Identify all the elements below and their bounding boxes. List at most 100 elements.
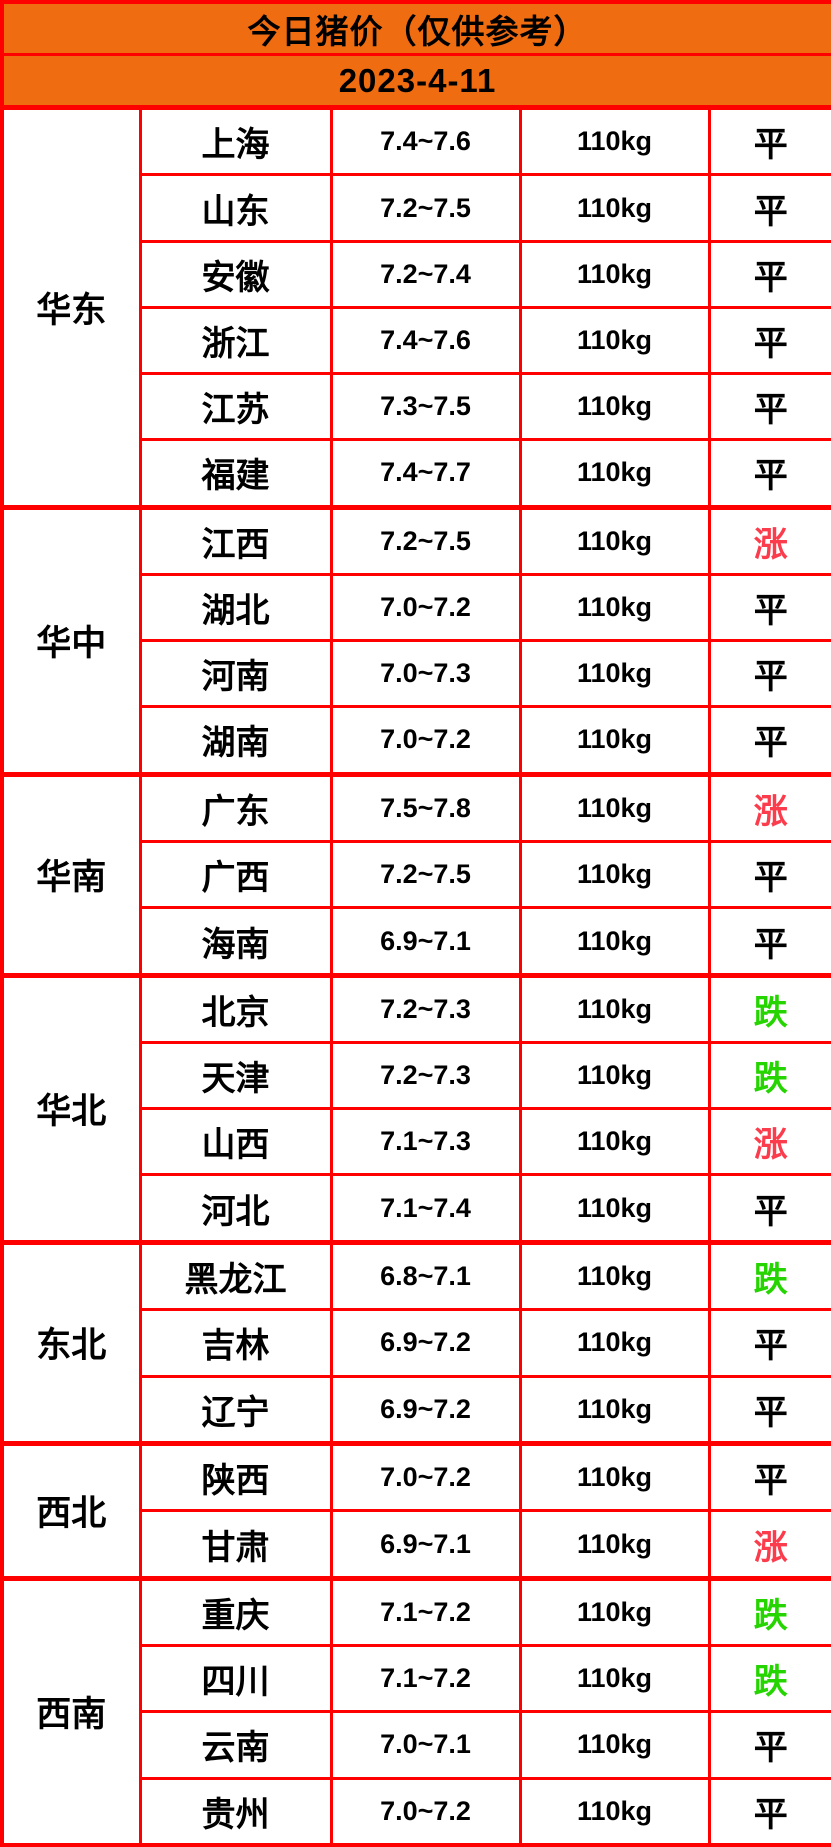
status-cell: 平 (707, 906, 831, 977)
price-cell: 7.2~7.3 (329, 1041, 522, 1111)
status-cell: 涨 (707, 1107, 831, 1177)
region-cell: 华南 (0, 771, 142, 977)
price-cell: 7.0~7.2 (329, 1440, 522, 1513)
region-cell: 西北 (0, 1440, 142, 1580)
price-cell: 7.2~7.5 (329, 840, 522, 910)
status-cell: 跌 (707, 972, 831, 1045)
province-cell: 安徽 (138, 239, 333, 309)
province-cell: 重庆 (138, 1575, 333, 1648)
province-cell: 河南 (138, 639, 333, 709)
table-row: 安徽 7.2~7.4 110kg 平 (2, 239, 831, 309)
table-body: 华东 上海 7.4~7.6 110kg 平山东 7.2~7.5 110kg 平安徽 7.2~7.… (0, 104, 831, 1847)
province-cell: 陕西 (138, 1440, 333, 1513)
table-row: 河南 7.0~7.3 110kg 平 (2, 639, 831, 709)
table-row: 山西 7.1~7.3 110kg 涨 (2, 1107, 831, 1177)
weight-cell: 110kg (518, 906, 711, 977)
weight-cell: 110kg (518, 1509, 711, 1580)
page-title: 今日猪价（仅供参考） (0, 0, 831, 56)
weight-cell: 110kg (518, 504, 711, 576)
table-row: 贵州 7.0~7.2 110kg 平 (2, 1776, 831, 1847)
table-row: 湖北 7.0~7.2 110kg 平 (2, 572, 831, 643)
price-cell: 7.5~7.8 (329, 771, 522, 844)
status-cell: 跌 (707, 1239, 831, 1312)
price-cell: 6.9~7.2 (329, 1374, 522, 1445)
province-cell: 天津 (138, 1041, 333, 1111)
status-cell: 跌 (707, 1041, 831, 1111)
province-cell: 河北 (138, 1173, 333, 1244)
price-cell: 7.0~7.2 (329, 1776, 522, 1847)
table-header: 今日猪价（仅供参考） 2023-4-11 (0, 0, 831, 109)
status-cell: 涨 (707, 1509, 831, 1580)
province-cell: 广西 (138, 840, 333, 910)
status-cell: 平 (707, 371, 831, 442)
weight-cell: 110kg (518, 840, 711, 910)
price-cell: 7.1~7.4 (329, 1173, 522, 1244)
price-cell: 7.0~7.3 (329, 639, 522, 709)
table-row: 甘肃 6.9~7.1 110kg 涨 (2, 1509, 831, 1580)
table-row: 山东 7.2~7.5 110kg 平 (2, 173, 831, 243)
date-label: 2023-4-11 (0, 53, 831, 109)
weight-cell: 110kg (518, 438, 711, 509)
price-cell: 6.8~7.1 (329, 1239, 522, 1312)
table-row: 东北 黑龙江 6.8~7.1 110kg 跌 (0, 1239, 831, 1445)
status-cell: 平 (707, 305, 831, 375)
table-row: 河北 7.1~7.4 110kg 平 (2, 1173, 831, 1244)
province-cell: 北京 (138, 972, 333, 1045)
status-cell: 平 (707, 438, 831, 509)
region-cell: 西南 (0, 1575, 142, 1847)
weight-cell: 110kg (518, 1776, 711, 1847)
table-row: 辽宁 6.9~7.2 110kg 平 (2, 1374, 831, 1445)
status-cell: 平 (707, 1173, 831, 1244)
weight-cell: 110kg (518, 305, 711, 375)
table-row: 吉林 6.9~7.2 110kg 平 (2, 1308, 831, 1378)
table-row: 广西 7.2~7.5 110kg 平 (2, 840, 831, 910)
province-cell: 湖北 (138, 572, 333, 643)
province-cell: 甘肃 (138, 1509, 333, 1580)
province-cell: 吉林 (138, 1308, 333, 1378)
province-cell: 上海 (138, 104, 333, 177)
province-cell: 云南 (138, 1710, 333, 1780)
weight-cell: 110kg (518, 104, 711, 177)
weight-cell: 110kg (518, 1308, 711, 1378)
weight-cell: 110kg (518, 1575, 711, 1648)
table-row: 湖南 7.0~7.2 110kg 平 (2, 705, 831, 776)
province-cell: 四川 (138, 1644, 333, 1714)
weight-cell: 110kg (518, 371, 711, 442)
region-cell: 华东 (0, 105, 142, 509)
price-cell: 7.0~7.1 (329, 1710, 522, 1780)
status-cell: 平 (707, 572, 831, 643)
province-cell: 广东 (138, 771, 333, 844)
price-cell: 6.9~7.1 (329, 1509, 522, 1580)
table-row: 浙江 7.4~7.6 110kg 平 (2, 305, 831, 375)
status-cell: 平 (707, 239, 831, 309)
weight-cell: 110kg (518, 239, 711, 309)
table-row: 西北 陕西 7.0~7.2 110kg 平 (0, 1440, 831, 1580)
price-cell: 7.3~7.5 (329, 371, 522, 442)
status-cell: 平 (707, 1374, 831, 1445)
region-cell: 华北 (0, 972, 142, 1244)
weight-cell: 110kg (518, 1710, 711, 1780)
price-cell: 7.4~7.7 (329, 438, 522, 509)
date-row: 2023-4-11 (0, 53, 831, 109)
weight-cell: 110kg (518, 1107, 711, 1177)
price-cell: 7.1~7.2 (329, 1575, 522, 1648)
price-cell: 7.1~7.3 (329, 1107, 522, 1177)
price-cell: 7.0~7.2 (329, 705, 522, 776)
status-cell: 涨 (707, 504, 831, 576)
weight-cell: 110kg (518, 972, 711, 1045)
table-row: 华中 江西 7.2~7.5 110kg 涨 (0, 504, 831, 776)
province-cell: 山西 (138, 1107, 333, 1177)
table-row: 天津 7.2~7.3 110kg 跌 (2, 1041, 831, 1111)
status-cell: 平 (707, 1710, 831, 1780)
price-cell: 7.0~7.2 (329, 572, 522, 643)
province-cell: 黑龙江 (138, 1239, 333, 1312)
province-cell: 福建 (138, 438, 333, 509)
status-cell: 平 (707, 705, 831, 776)
table-row: 四川 7.1~7.2 110kg 跌 (2, 1644, 831, 1714)
province-cell: 山东 (138, 173, 333, 243)
province-cell: 浙江 (138, 305, 333, 375)
weight-cell: 110kg (518, 1041, 711, 1111)
status-cell: 跌 (707, 1575, 831, 1648)
province-cell: 贵州 (138, 1776, 333, 1847)
status-cell: 涨 (707, 771, 831, 844)
